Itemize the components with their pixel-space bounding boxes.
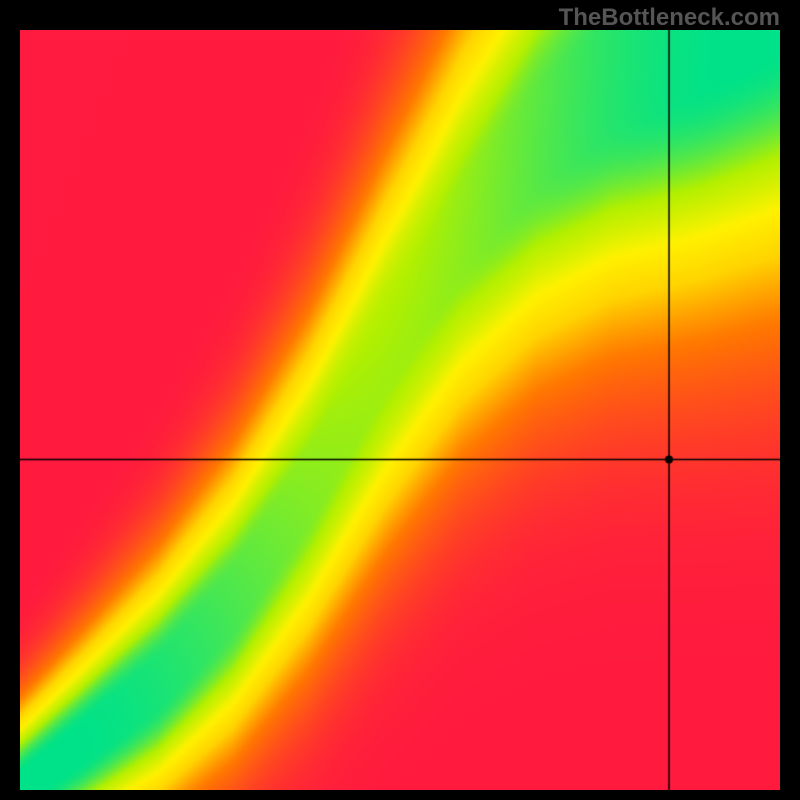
watermark-text: TheBottleneck.com xyxy=(559,4,780,32)
heatmap-canvas xyxy=(20,30,780,790)
heatmap-plot xyxy=(20,30,780,790)
